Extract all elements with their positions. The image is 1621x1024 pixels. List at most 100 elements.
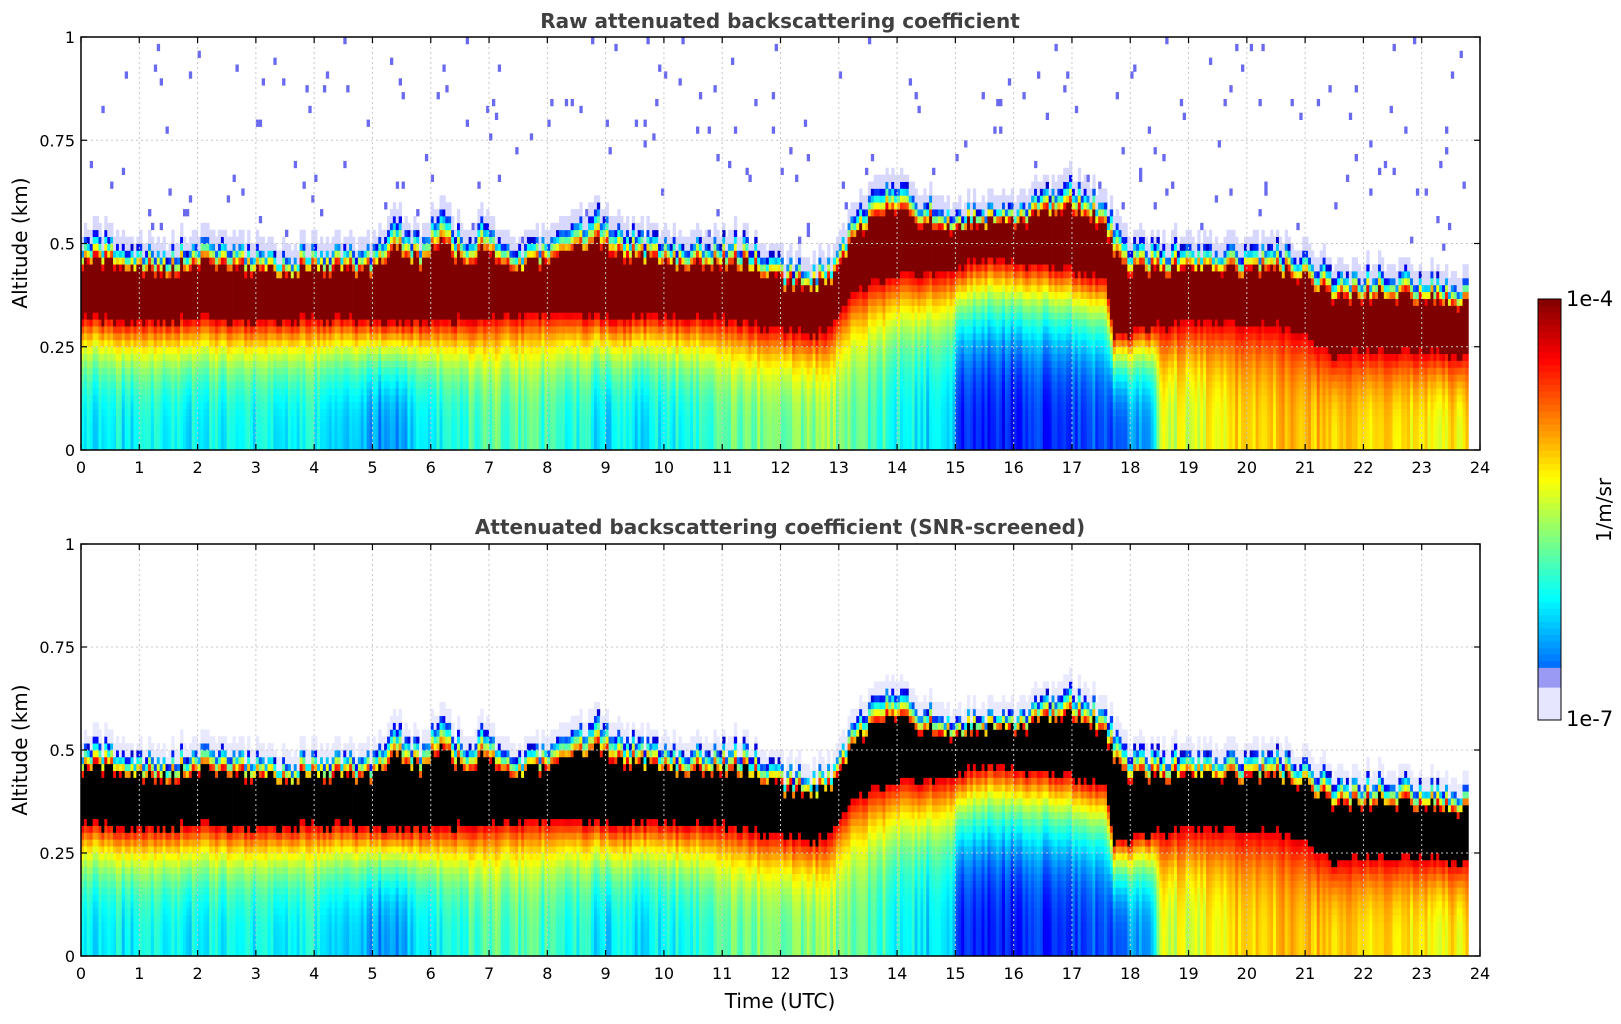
heatmap-cell — [436, 326, 440, 334]
heatmap-cell — [672, 319, 676, 327]
heatmap-cell — [165, 422, 169, 430]
heatmap-cell — [646, 353, 650, 361]
heatmap-cell — [194, 250, 198, 258]
heatmap-cell — [477, 209, 481, 224]
heatmap-cell — [360, 408, 365, 416]
heatmap-cell — [582, 394, 586, 403]
heatmap-cell — [558, 394, 563, 403]
heatmap-cell — [229, 339, 233, 348]
heatmap-cell — [311, 429, 315, 437]
heatmap-cell — [462, 401, 467, 410]
heatmap-cell — [489, 346, 493, 355]
heatmap-cell — [200, 388, 204, 396]
heatmap-cell — [422, 381, 426, 389]
heatmap-cell — [177, 374, 181, 382]
heatmap-cell — [232, 408, 236, 416]
heatmap-cell — [264, 264, 268, 272]
heatmap-cell — [290, 401, 295, 410]
heatmap-cell — [669, 443, 674, 450]
heatmap-cell — [305, 85, 309, 93]
heatmap-cell — [156, 360, 161, 368]
heatmap-cell — [401, 346, 405, 355]
heatmap-cell — [331, 257, 335, 265]
heatmap-cell — [89, 319, 94, 327]
heatmap-cell — [658, 264, 662, 320]
heatmap-cell — [357, 436, 362, 450]
heatmap-cell — [354, 429, 359, 437]
heatmap-cell — [509, 360, 513, 368]
heatmap-cell — [235, 374, 239, 382]
heatmap-cell — [451, 381, 455, 389]
heatmap-cell — [445, 394, 449, 403]
heatmap-cell — [232, 332, 236, 341]
heatmap-cell — [416, 443, 420, 450]
heatmap-cell — [448, 367, 452, 375]
heatmap-cell — [183, 374, 187, 382]
heatmap-cell — [290, 408, 295, 416]
heatmap-cell — [115, 401, 120, 410]
heatmap-cell — [258, 436, 263, 450]
heatmap-cell — [215, 374, 219, 382]
heatmap-cell — [506, 415, 510, 423]
heatmap-cell — [497, 64, 502, 72]
heatmap-cell — [454, 229, 458, 238]
heatmap-cell — [217, 229, 222, 244]
heatmap-cell — [652, 326, 656, 334]
heatmap-cell — [153, 394, 158, 403]
heatmap-cell — [681, 264, 685, 320]
heatmap-cell — [579, 415, 583, 423]
heatmap-cell — [337, 339, 341, 348]
heatmap-cell — [115, 429, 120, 437]
heatmap-cell — [532, 436, 537, 450]
heatmap-cell — [299, 326, 303, 334]
heatmap-cell — [433, 360, 437, 368]
heatmap-cell — [381, 401, 385, 410]
heatmap-cell — [270, 353, 274, 361]
heatmap-cell — [217, 408, 222, 416]
heatmap-cell — [661, 360, 665, 368]
heatmap-cell — [389, 374, 394, 382]
heatmap-cell — [162, 374, 166, 382]
heatmap-cell — [311, 264, 315, 313]
heatmap-cell — [273, 360, 277, 368]
heatmap-cell — [515, 339, 519, 348]
heatmap-cell — [372, 360, 376, 368]
heatmap-cell — [150, 264, 155, 272]
heatmap-cell — [354, 326, 359, 334]
heatmap-cell — [142, 346, 146, 355]
heatmap-cell — [206, 408, 210, 416]
heatmap-cell — [107, 415, 111, 423]
heatmap-cell — [290, 250, 295, 265]
heatmap-cell — [168, 353, 172, 361]
heatmap-cell — [678, 78, 682, 86]
heatmap-cell — [346, 415, 350, 423]
heatmap-cell — [258, 367, 263, 375]
heatmap-cell — [261, 422, 266, 430]
heatmap-cell — [521, 422, 525, 430]
heatmap-cell — [573, 408, 577, 416]
heatmap-cell — [197, 50, 201, 59]
heatmap-cell — [392, 319, 397, 327]
heatmap-cell — [174, 277, 178, 327]
heatmap-cell — [477, 346, 481, 355]
heatmap-cell — [663, 319, 668, 327]
heatmap-cell — [465, 388, 470, 396]
heatmap-cell — [553, 312, 557, 320]
heatmap-cell — [357, 250, 362, 258]
heatmap-cell — [509, 367, 513, 375]
heatmap-cell — [127, 401, 131, 410]
heatmap-cell — [194, 346, 198, 355]
heatmap-cell — [605, 394, 609, 403]
heatmap-cell — [465, 229, 470, 244]
heatmap-cell — [445, 367, 449, 375]
heatmap-cell — [398, 215, 402, 224]
heatmap-cell — [637, 229, 641, 238]
heatmap-cell — [681, 401, 685, 410]
heatmap-cell — [459, 422, 464, 430]
heatmap-cell — [113, 271, 117, 327]
heatmap-cell — [477, 229, 481, 238]
heatmap-cell — [640, 339, 644, 348]
heatmap-cell — [646, 243, 650, 251]
heatmap-cell — [392, 429, 397, 437]
heatmap-cell — [430, 360, 435, 368]
